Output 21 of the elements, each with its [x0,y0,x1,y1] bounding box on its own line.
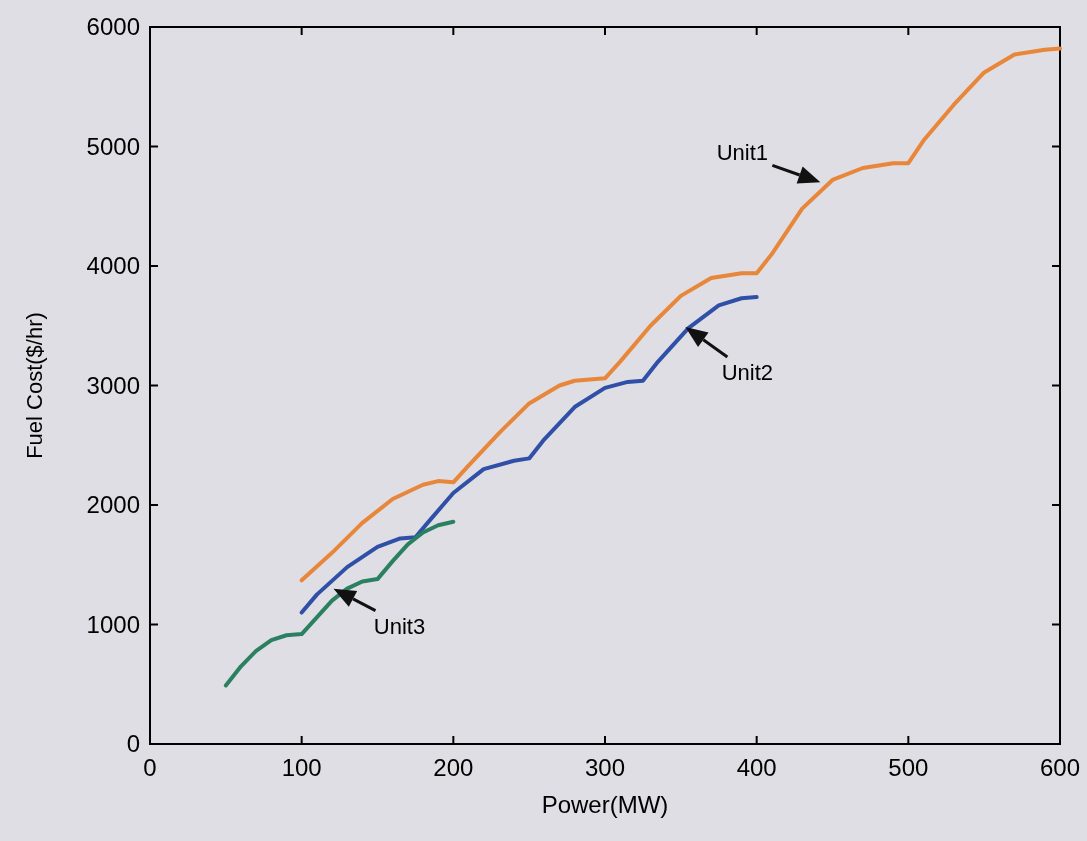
y-tick-label: 3000 [86,371,140,399]
y-axis-title: Fuel Cost($/hr) [22,312,47,459]
x-tick-label: 100 [281,754,322,781]
x-tick-label: 200 [433,754,474,781]
x-tick-label: 0 [143,754,157,781]
annotation: Unit1 [716,140,769,166]
annotation: Unit2 [721,359,774,385]
y-tick-label: 6000 [86,13,140,41]
x-tick-label: 600 [1039,754,1081,781]
y-tick-label: 4000 [86,252,140,280]
x-tick-label: 500 [888,754,929,781]
y-tick-label: 2000 [86,491,140,519]
x-axis-title: Power(MW) [541,791,669,818]
y-tick-label: 0 [126,730,140,758]
y-tick-label: 5000 [86,132,140,160]
annotation: Unit3 [373,614,426,640]
line-series [223,519,456,688]
y-tick-label: 1000 [86,610,140,638]
line-series [299,46,1062,583]
x-tick-label: 300 [584,754,626,781]
x-tick-label: 400 [736,754,777,781]
